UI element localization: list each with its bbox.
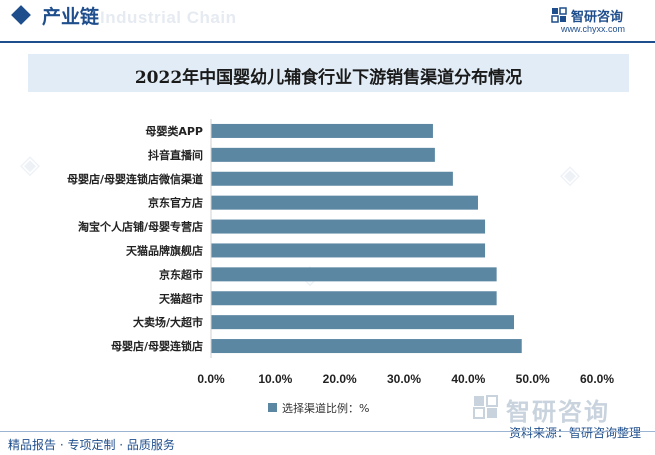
bar-9 (211, 339, 522, 354)
x-tick-label: 40.0% (451, 372, 485, 386)
watermark-logo-icon: ◈ (560, 160, 580, 190)
x-tick-label: 60.0% (580, 372, 614, 386)
bar-6 (211, 267, 497, 282)
bar-0 (211, 123, 433, 138)
ghost-subtitle: Industrial Chain (100, 8, 237, 27)
header-rule (0, 41, 655, 43)
x-tick-label: 10.0% (258, 372, 292, 386)
category-label: 大卖场/大超市 (133, 315, 203, 329)
section-title: 产业链 (42, 6, 100, 28)
watermark-brand-icon (473, 395, 498, 419)
category-label: 京东官方店 (148, 196, 203, 210)
page-header: 产业链 Industrial Chain 智研咨询 www.chyxx.com (0, 0, 655, 40)
bar-7 (211, 291, 497, 306)
legend-label: 选择渠道比例：% (282, 401, 369, 415)
x-tick-label: 20.0% (323, 372, 357, 386)
footer-rule (0, 431, 655, 432)
bar-1 (211, 147, 435, 162)
brand-url: www.chyxx.com (561, 24, 626, 34)
legend-swatch (268, 403, 277, 412)
bar-2 (211, 171, 453, 186)
brand-name: 智研咨询 (571, 10, 624, 25)
brand-logo-icon (551, 7, 567, 23)
category-label: 母婴店/母婴连锁店 (111, 339, 203, 353)
watermark-brand-name: 智研咨询 (506, 398, 610, 426)
brand-block: 智研咨询 www.chyxx.com (551, 4, 641, 38)
source-note: 资料来源：智研咨询整理 (508, 426, 641, 440)
watermark-brand: 智研咨询 (472, 392, 642, 426)
category-label: 淘宝个人店铺/母婴专营店 (78, 220, 203, 234)
bar-4 (211, 219, 486, 234)
x-tick-label: 0.0% (197, 372, 225, 386)
bar-3 (211, 195, 478, 210)
category-label: 母婴店/母婴连锁店微信渠道 (67, 172, 203, 186)
category-label: 天猫超市 (159, 291, 203, 305)
chart-title-band: 2022年中国婴幼儿辅食行业下游销售渠道分布情况 (28, 54, 629, 92)
x-tick-label: 50.0% (516, 372, 550, 386)
x-tick-label: 30.0% (387, 372, 421, 386)
bar-5 (211, 243, 486, 258)
footer-tagline: 精品报告 · 专项定制 · 品质服务 (8, 438, 175, 452)
watermark-logo-icon: ◈ (20, 150, 40, 180)
category-label: 京东超市 (159, 267, 203, 281)
category-label: 天猫品牌旗舰店 (126, 243, 203, 257)
category-label: 母婴类APP (145, 124, 203, 138)
chart-title: 2022年中国婴幼儿辅食行业下游销售渠道分布情况 (134, 68, 523, 88)
bar-8 (211, 315, 515, 330)
category-label: 抖音直播间 (148, 148, 203, 162)
